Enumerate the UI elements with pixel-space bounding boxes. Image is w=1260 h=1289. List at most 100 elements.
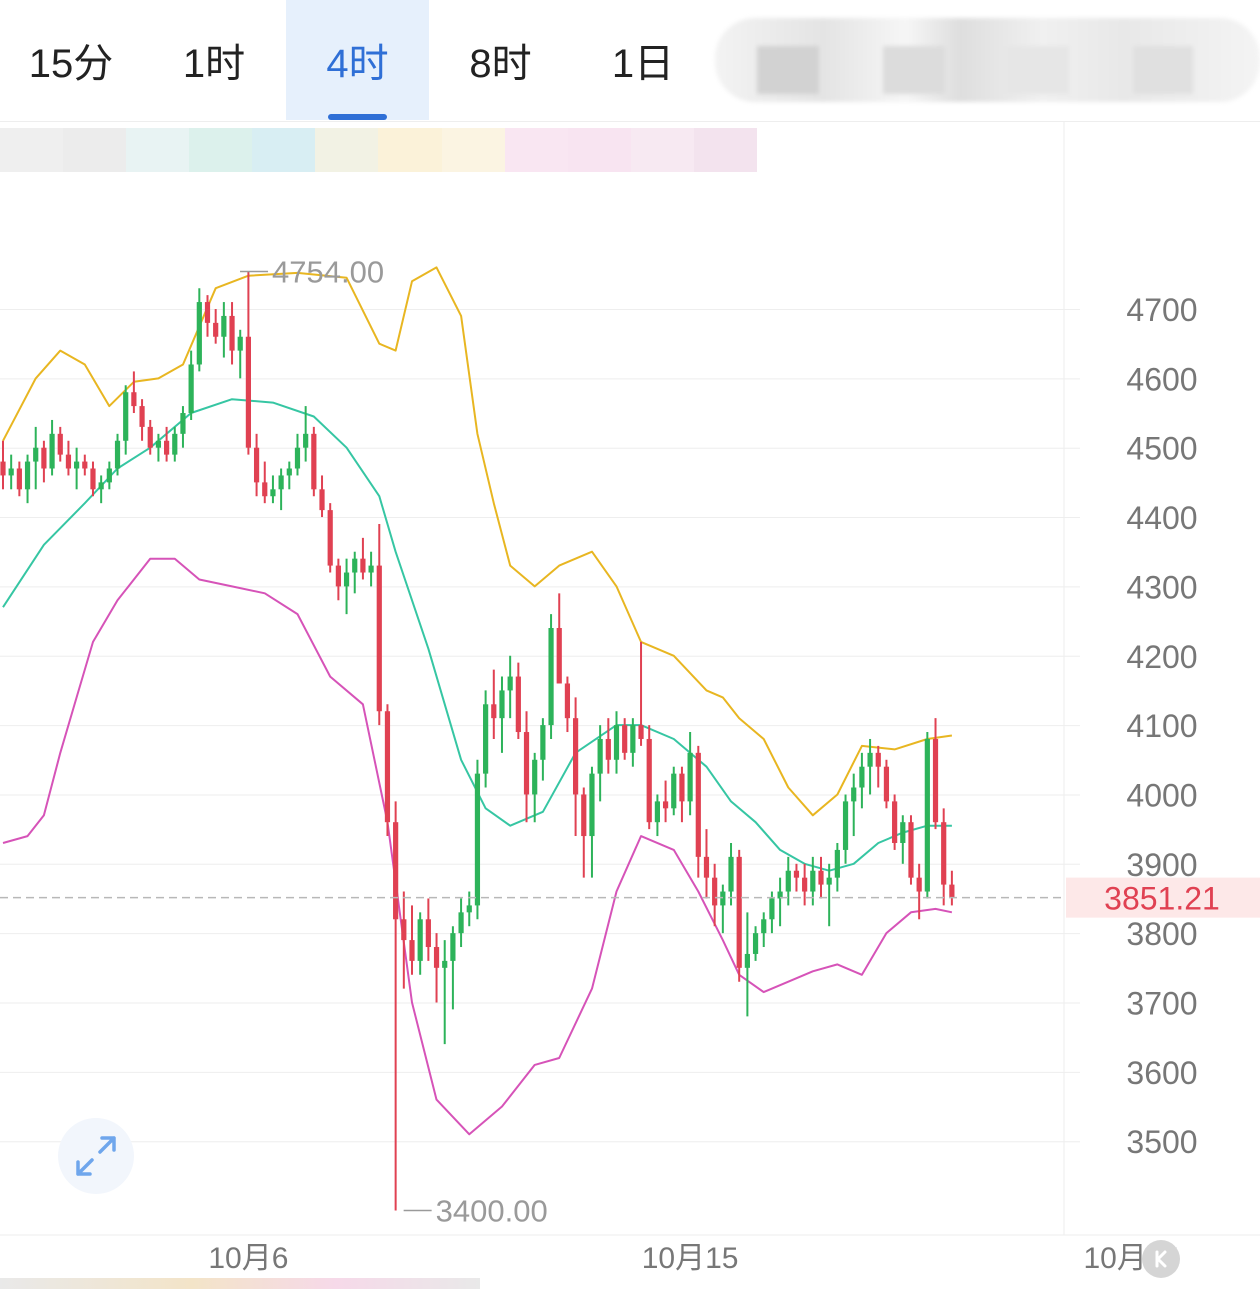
candle-down [736,849,742,982]
candle-body [16,468,22,490]
tab-label: 1时 [182,42,246,86]
tab-label: 1日 [611,42,675,86]
candle-body [65,454,72,469]
candle-down [556,593,562,684]
candle-body [294,447,301,469]
candle-down [916,863,922,920]
blurred-tab-area [715,18,1260,102]
candle-up [867,738,873,795]
candle-down [376,523,382,726]
candle-body [622,725,628,753]
candle-body [605,738,611,760]
candle-body [597,738,603,774]
candle-up [8,454,14,490]
candle-up [851,773,857,837]
candle-body [204,302,211,323]
candle-body [33,447,39,462]
candle-body [123,392,129,441]
k-icon [1155,1250,1167,1268]
candle-down [245,271,251,455]
candle-body [98,482,104,490]
candle-body [442,960,448,968]
candle-up [188,350,194,420]
candle-down [941,808,947,906]
candle-up [270,475,276,504]
k-line-button[interactable] [1142,1240,1180,1278]
candle-up [540,718,546,781]
candle-body [573,718,579,795]
candle-body [229,315,235,351]
candle-body [237,336,243,351]
y-tick-label: 3700 [1126,986,1197,1022]
tab-8hour[interactable]: 8时 [429,0,572,120]
candle-body [662,801,669,809]
candle-up [720,884,726,934]
last-price-tag [1066,877,1260,918]
candle-up [499,676,505,753]
candle-down [319,475,325,518]
y-tick-label: 3900 [1126,847,1197,883]
candle-body [164,440,170,455]
candle-body [114,440,121,469]
candle-body [368,565,374,573]
candle-down [335,558,341,601]
tab-1day[interactable]: 1日 [572,0,714,120]
candle-up [752,926,759,961]
candle-down [638,641,644,746]
candle-down [581,787,587,878]
expand-icon [76,1136,116,1176]
candle-up [98,475,104,504]
candle-down [147,419,153,455]
candle-body [515,676,521,733]
candle-up [900,815,906,864]
candle-down [491,669,497,739]
candle-body [425,919,431,948]
x-tick-label: 10月15 [642,1242,739,1275]
candle-body [777,891,783,899]
candle-body [155,440,162,448]
candle-body [8,468,14,476]
candle-down [679,766,685,823]
tab-1hour[interactable]: 1时 [142,0,286,120]
candle-down [213,309,219,344]
candle-down [712,863,718,927]
candle-down [401,891,407,989]
tab-label: 8时 [469,42,532,86]
candle-up [172,426,178,462]
candle-down [311,426,317,497]
boll-indicator-header [0,128,757,172]
candle-down [908,815,914,885]
candle-body [491,704,497,719]
candle-up [785,856,791,906]
candle-body [695,752,701,857]
candle-up [474,759,481,920]
candle-body [646,738,652,823]
tab-4hour[interactable]: 4时 [286,0,429,120]
candle-up [442,940,448,1045]
low-price-label: 3400.00 [436,1194,548,1229]
candle-body [245,336,251,448]
candle-up [114,433,121,476]
candle-body [417,919,423,961]
candle-body [818,870,824,885]
candle-body [712,877,718,906]
candle-up [106,461,112,490]
candle-up [654,794,660,837]
candle-body [851,787,857,802]
tab-15min[interactable]: 15分 [0,0,142,120]
candle-body [106,468,112,483]
candle-body [564,683,571,719]
y-tick-label: 3600 [1126,1055,1197,1091]
candle-body [433,947,440,968]
candle-body [679,773,685,802]
candle-body [728,856,734,892]
candle-down [622,718,628,760]
candle-body [556,628,562,684]
expand-chart-button[interactable] [58,1118,134,1194]
candle-body [286,468,292,476]
candle-up [49,419,55,476]
candle-down [204,295,211,337]
candle-body [483,704,489,774]
candle-body [785,870,791,892]
